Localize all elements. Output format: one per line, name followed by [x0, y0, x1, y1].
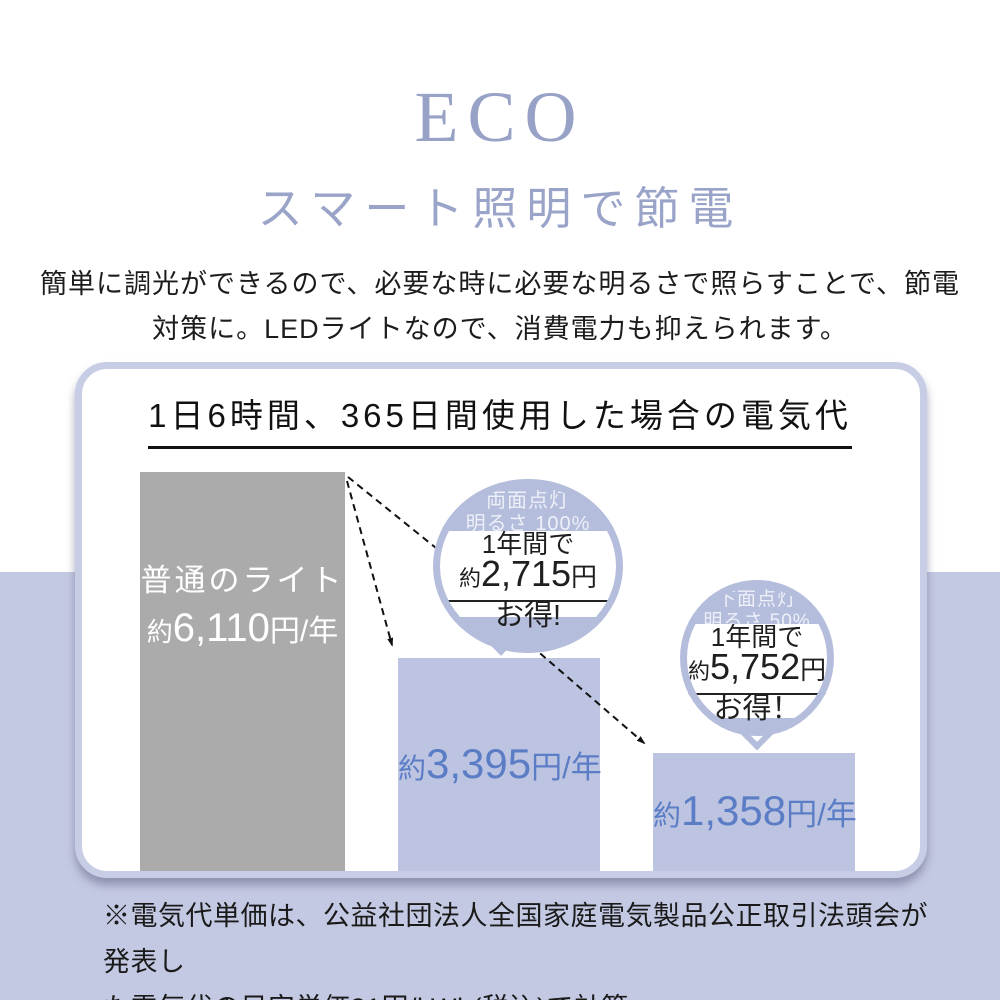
bubble-50-savings: 1年間で 約5,752円 お得！: [680, 622, 834, 724]
page-subtitle: スマート照明で節電: [257, 184, 743, 234]
description: 簡単に調光ができるので、必要な時に必要な明るさで照らすことで、節電 対策に。LE…: [0, 262, 1000, 352]
chart-title-text: 1日6時間、365日間使用した場合の電気代: [148, 389, 852, 449]
bar-both-sides-100: 約3,395円/年: [398, 658, 602, 871]
bar-bottom-side-50: 約1,358円/年: [653, 753, 857, 871]
footnote: ※電気代単価は、公益社団法人全国家庭電気製品公正取引法頭会が発表し た電気代の目…: [103, 893, 943, 1000]
bubble-100-savings: 1年間で 約2,715円 お得!: [433, 529, 623, 631]
savings-bubble-100: 両面点灯 明るさ 100% 1年間で 約2,715円 お得!: [433, 479, 623, 653]
savings-bubble-50: 下面点灯 明るさ 50% 1年間で 約5,752円 お得！: [680, 580, 834, 736]
footnote-line2: た電気代の目安単価31円/kWh(税込)で計算。: [103, 993, 657, 1000]
description-line1: 簡単に調光ができるので、必要な時に必要な明るさで照らすことで、節電: [40, 269, 960, 299]
bar-normal-light-amount: 約6,110円/年: [146, 606, 339, 650]
chart-title: 1日6時間、365日間使用した場合の電気代: [0, 389, 1000, 449]
bubble-50-amount: 約5,752円: [688, 649, 826, 695]
bubble-50-brightness: 明るさ 50%: [703, 611, 811, 632]
bar-normal-light-name: 普通のライト: [140, 563, 345, 598]
bar-both-sides-amount: 約3,395円/年: [398, 740, 602, 787]
footnote-line1: ※電気代単価は、公益社団法人全国家庭電気製品公正取引法頭会が発表し: [103, 901, 928, 977]
bubble-50-period: 1年間で: [710, 622, 804, 652]
bubble-100-amount: 約2,715円: [441, 556, 615, 602]
bar-normal-light-label: 普通のライト 約6,110円/年: [140, 562, 345, 651]
page-title: ECO: [414, 77, 586, 157]
bar-normal-light: 普通のライト 約6,110円/年: [140, 472, 345, 871]
bubble-50-benefit: お得！: [713, 693, 801, 725]
bar-bottom-side-amount: 約1,358円/年: [653, 787, 857, 834]
description-line2: 対策に。LEDライトなので、消費電力も抑えられます。: [152, 314, 848, 344]
bubble-100-benefit: お得!: [494, 600, 562, 632]
bubble-100-brightness: 明るさ 100%: [465, 513, 591, 535]
bubble-100-period: 1年間で: [481, 529, 575, 559]
